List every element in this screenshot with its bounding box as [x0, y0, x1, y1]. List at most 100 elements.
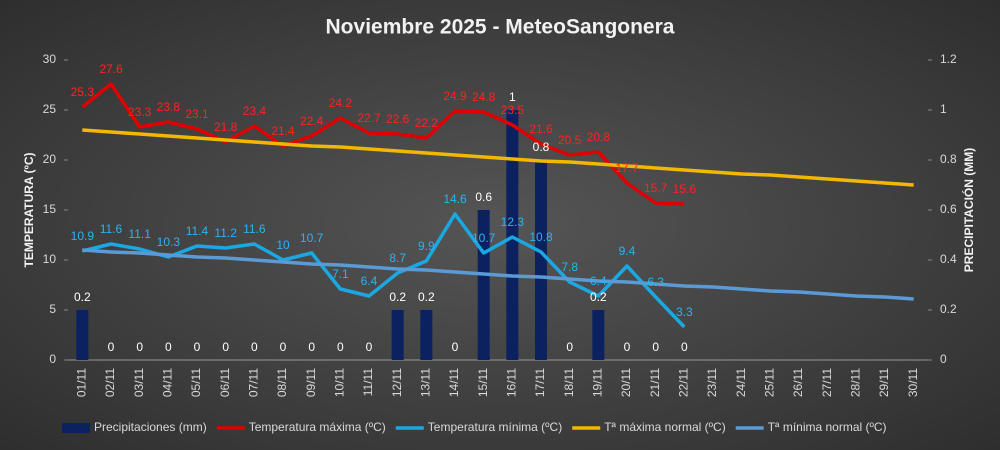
data-label: 6.4 — [361, 274, 378, 288]
x-tick-label: 12/11 — [390, 368, 404, 397]
data-label: 10 — [276, 238, 290, 252]
data-label: 0 — [452, 340, 459, 354]
x-tick-label: 26/11 — [791, 368, 805, 397]
precip-bar — [391, 310, 404, 360]
x-tick-label: 15/11 — [476, 368, 490, 397]
data-label: 22.4 — [300, 114, 324, 128]
x-tick-label: 20/11 — [619, 368, 633, 397]
data-label: 0.2 — [418, 290, 435, 304]
data-label: 21.8 — [214, 120, 238, 134]
data-label: 0 — [566, 340, 573, 354]
data-label: 6.4 — [590, 274, 607, 288]
data-label: 22.6 — [386, 112, 410, 126]
data-label: 0 — [165, 340, 172, 354]
data-label: 17.7 — [615, 161, 639, 175]
series-line — [81, 212, 686, 329]
data-label: 11.2 — [214, 226, 237, 240]
y-tick-label: 30 — [43, 52, 57, 66]
data-label: 20.5 — [558, 133, 582, 147]
y2-tick-label: 0.8 — [940, 152, 957, 166]
precip-bar — [420, 310, 433, 360]
data-label: 0 — [280, 340, 287, 354]
x-tick-label: 24/11 — [734, 368, 748, 397]
data-label: 23.4 — [243, 104, 267, 118]
y-tick-label: 25 — [43, 102, 57, 116]
data-label: 0.2 — [389, 290, 406, 304]
data-label: 10.3 — [157, 235, 181, 249]
x-tick-label: 06/11 — [218, 368, 232, 397]
legend-swatch — [62, 423, 90, 433]
y-tick-label: 20 — [43, 152, 57, 166]
data-label: 11.6 — [243, 222, 266, 236]
x-tick-label: 28/11 — [849, 368, 863, 397]
data-label: 22.2 — [415, 116, 439, 130]
y-axis-label: TEMPERATURA (ºC) — [22, 152, 36, 267]
x-tick-label: 25/11 — [763, 368, 777, 397]
data-label: 10.8 — [529, 230, 553, 244]
data-label: 27.6 — [99, 62, 123, 76]
data-label: 10.9 — [71, 229, 95, 243]
y-tick-label: 10 — [43, 252, 57, 266]
y2-tick-label: 0.2 — [940, 302, 957, 316]
series-line — [82, 128, 914, 187]
data-label: 7.8 — [561, 260, 578, 274]
precip-bar — [76, 310, 89, 360]
data-label: 23.8 — [157, 100, 181, 114]
y2-tick-label: 0 — [940, 352, 947, 366]
y2-tick-label: 0.6 — [940, 202, 957, 216]
precip-bar — [592, 310, 605, 360]
data-label: 0 — [624, 340, 631, 354]
data-label: 11.6 — [100, 222, 123, 236]
y2-axis-label: PRECIPITACIÓN (MM) — [961, 148, 976, 272]
x-tick-label: 08/11 — [275, 368, 289, 397]
data-label: 0 — [194, 340, 201, 354]
x-tick-label: 19/11 — [591, 368, 605, 397]
x-tick-label: 16/11 — [505, 368, 519, 397]
data-label: 0 — [222, 340, 229, 354]
chart-title: Noviembre 2025 - MeteoSangonera — [326, 16, 675, 39]
x-tick-label: 02/11 — [103, 368, 117, 397]
data-label: 6.3 — [647, 275, 664, 289]
data-label: 10.7 — [472, 231, 496, 245]
x-tick-label: 23/11 — [705, 368, 719, 397]
data-label: 12.3 — [501, 215, 525, 229]
data-label: 8.7 — [389, 251, 406, 265]
y-tick-label: 0 — [49, 352, 56, 366]
data-label: 9.9 — [418, 239, 435, 253]
x-tick-label: 10/11 — [333, 368, 347, 397]
data-label: 11.4 — [186, 224, 209, 238]
data-label: 25.3 — [71, 85, 95, 99]
x-tick-label: 27/11 — [820, 368, 834, 397]
data-label: 21.4 — [271, 124, 295, 138]
precip-bar — [535, 160, 547, 360]
data-label: 10.7 — [300, 231, 324, 245]
data-label: 7.1 — [332, 267, 349, 281]
data-label: 24.2 — [329, 96, 353, 110]
x-tick-label: 18/11 — [562, 368, 576, 397]
data-label: 23.3 — [128, 105, 152, 119]
legend-label: Tª máxima normal (ºC) — [604, 420, 726, 434]
data-label: 0.2 — [74, 290, 91, 304]
data-label: 11.1 — [128, 227, 151, 241]
legend-label: Temperatura mínima (ºC) — [428, 420, 562, 434]
x-tick-label: 01/11 — [75, 368, 89, 397]
x-tick-label: 14/11 — [447, 368, 461, 397]
data-label: 15.7 — [644, 181, 668, 195]
legend-label: Temperatura máxima (ºC) — [249, 420, 386, 434]
x-tick-label: 21/11 — [648, 368, 662, 397]
data-label: 0 — [108, 340, 115, 354]
precip-bar — [506, 110, 519, 360]
data-label: 0 — [136, 340, 143, 354]
data-label: 24.9 — [443, 89, 467, 103]
x-tick-label: 17/11 — [533, 368, 547, 397]
data-label: 22.7 — [357, 111, 381, 125]
x-tick-label: 04/11 — [161, 368, 175, 397]
y2-tick-label: 0.4 — [940, 252, 957, 266]
y2-tick-label: 1 — [940, 102, 947, 116]
data-label: 0 — [652, 340, 659, 354]
data-label: 0 — [681, 340, 688, 354]
data-label: 21.6 — [529, 122, 553, 136]
legend-label: Precipitaciones (mm) — [94, 420, 207, 434]
y-tick-label: 15 — [43, 202, 57, 216]
x-tick-label: 03/11 — [132, 368, 146, 397]
